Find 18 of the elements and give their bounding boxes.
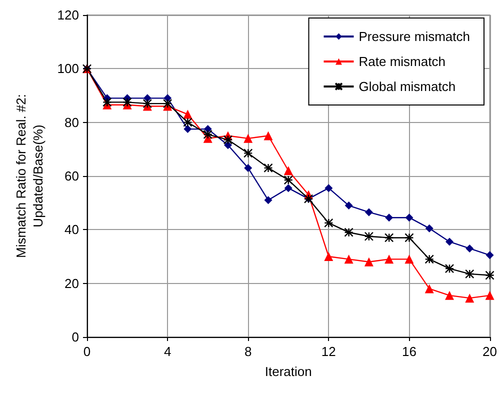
legend-label: Global mismatch <box>358 79 456 94</box>
y-tick-label: 80 <box>64 114 79 130</box>
x-axis-title: Iteration <box>264 364 312 379</box>
y-tick-label: 60 <box>64 168 79 184</box>
y-tick-label: 120 <box>57 8 79 22</box>
x-tick-label: 4 <box>164 344 172 359</box>
legend-label: Rate mismatch <box>358 54 446 69</box>
y-tick-label: 20 <box>64 276 79 291</box>
x-tick-label: 20 <box>482 344 498 359</box>
x-tick-label: 16 <box>402 344 416 359</box>
x-tick-label: 0 <box>83 344 91 359</box>
y-tick-label: 0 <box>72 330 79 344</box>
x-tick-label: 12 <box>321 344 336 359</box>
legend-label: Pressure mismatch <box>358 29 470 44</box>
y-tick-label: 40 <box>64 222 79 238</box>
x-tick-label: 8 <box>244 344 252 359</box>
y-tick-label: 100 <box>57 61 79 76</box>
y-axis-title: Mismatch Ratio for Real. #2: Updated/Base(%) <box>13 94 46 258</box>
